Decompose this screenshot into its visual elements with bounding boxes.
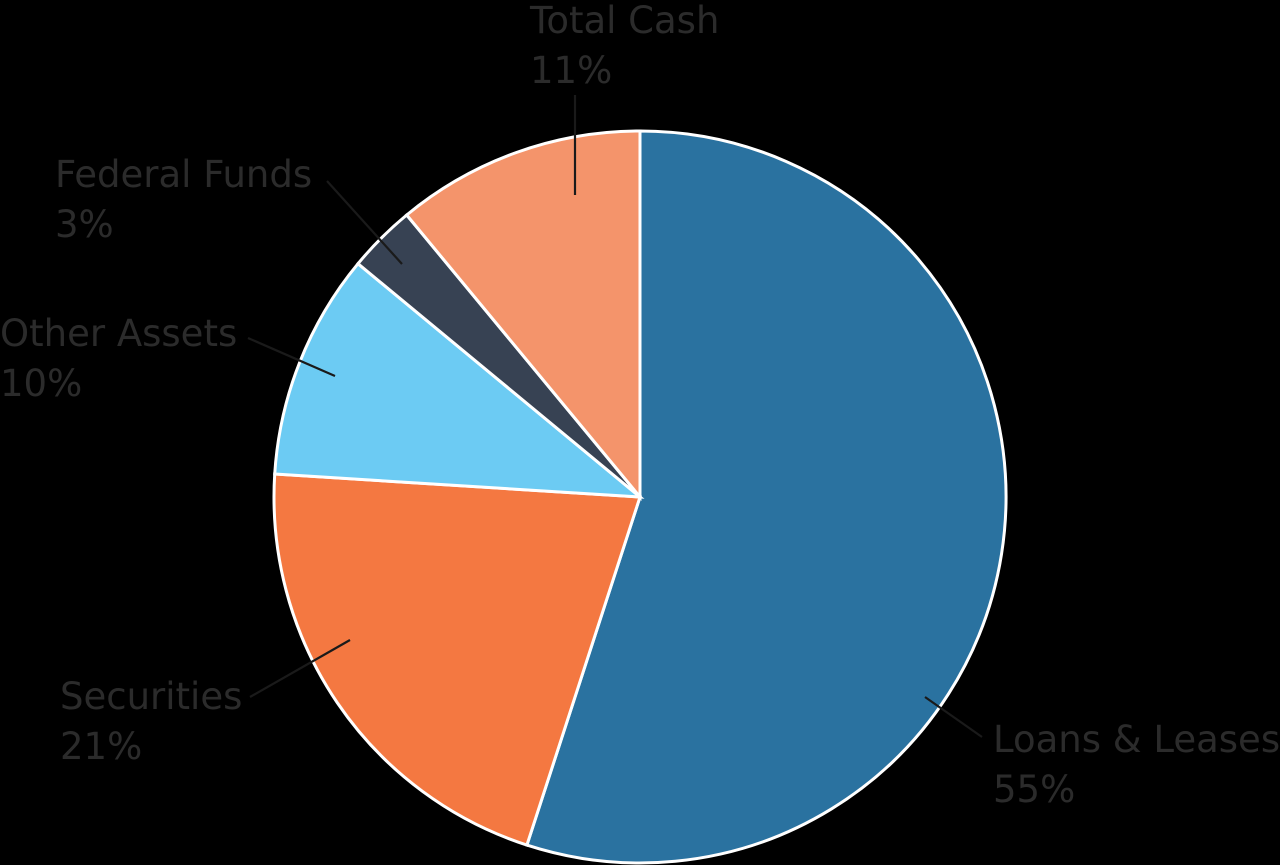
slice-label: Securities — [60, 675, 242, 718]
slice-percent-label: 11% — [530, 49, 612, 92]
leader-line — [247, 336, 336, 378]
pie-slice-total-cash — [404, 129, 642, 502]
slice-percent-label: 3% — [55, 203, 114, 246]
slice-label: Other Assets — [0, 312, 237, 355]
slice-label: Loans & Leases — [993, 718, 1280, 761]
slice-percent-label: 10% — [0, 362, 82, 405]
pie-slice-securities — [272, 472, 643, 847]
slices-layer — [272, 129, 1008, 865]
pie-slice-loans-leases — [525, 129, 1008, 865]
leader-line — [326, 180, 403, 265]
slice-label: Total Cash — [529, 0, 719, 42]
leader-line — [249, 639, 351, 698]
leader-line — [924, 696, 983, 738]
leader-lines-layer — [247, 95, 983, 738]
labels-layer: Loans & Leases 55% Securities 21% Other Asse… — [0, 0, 1280, 811]
slice-label: Federal Funds — [55, 153, 312, 196]
slice-percent-label: 55% — [993, 768, 1075, 811]
slice-percent-label: 21% — [60, 725, 142, 768]
pie-slice-other-assets — [273, 261, 645, 499]
